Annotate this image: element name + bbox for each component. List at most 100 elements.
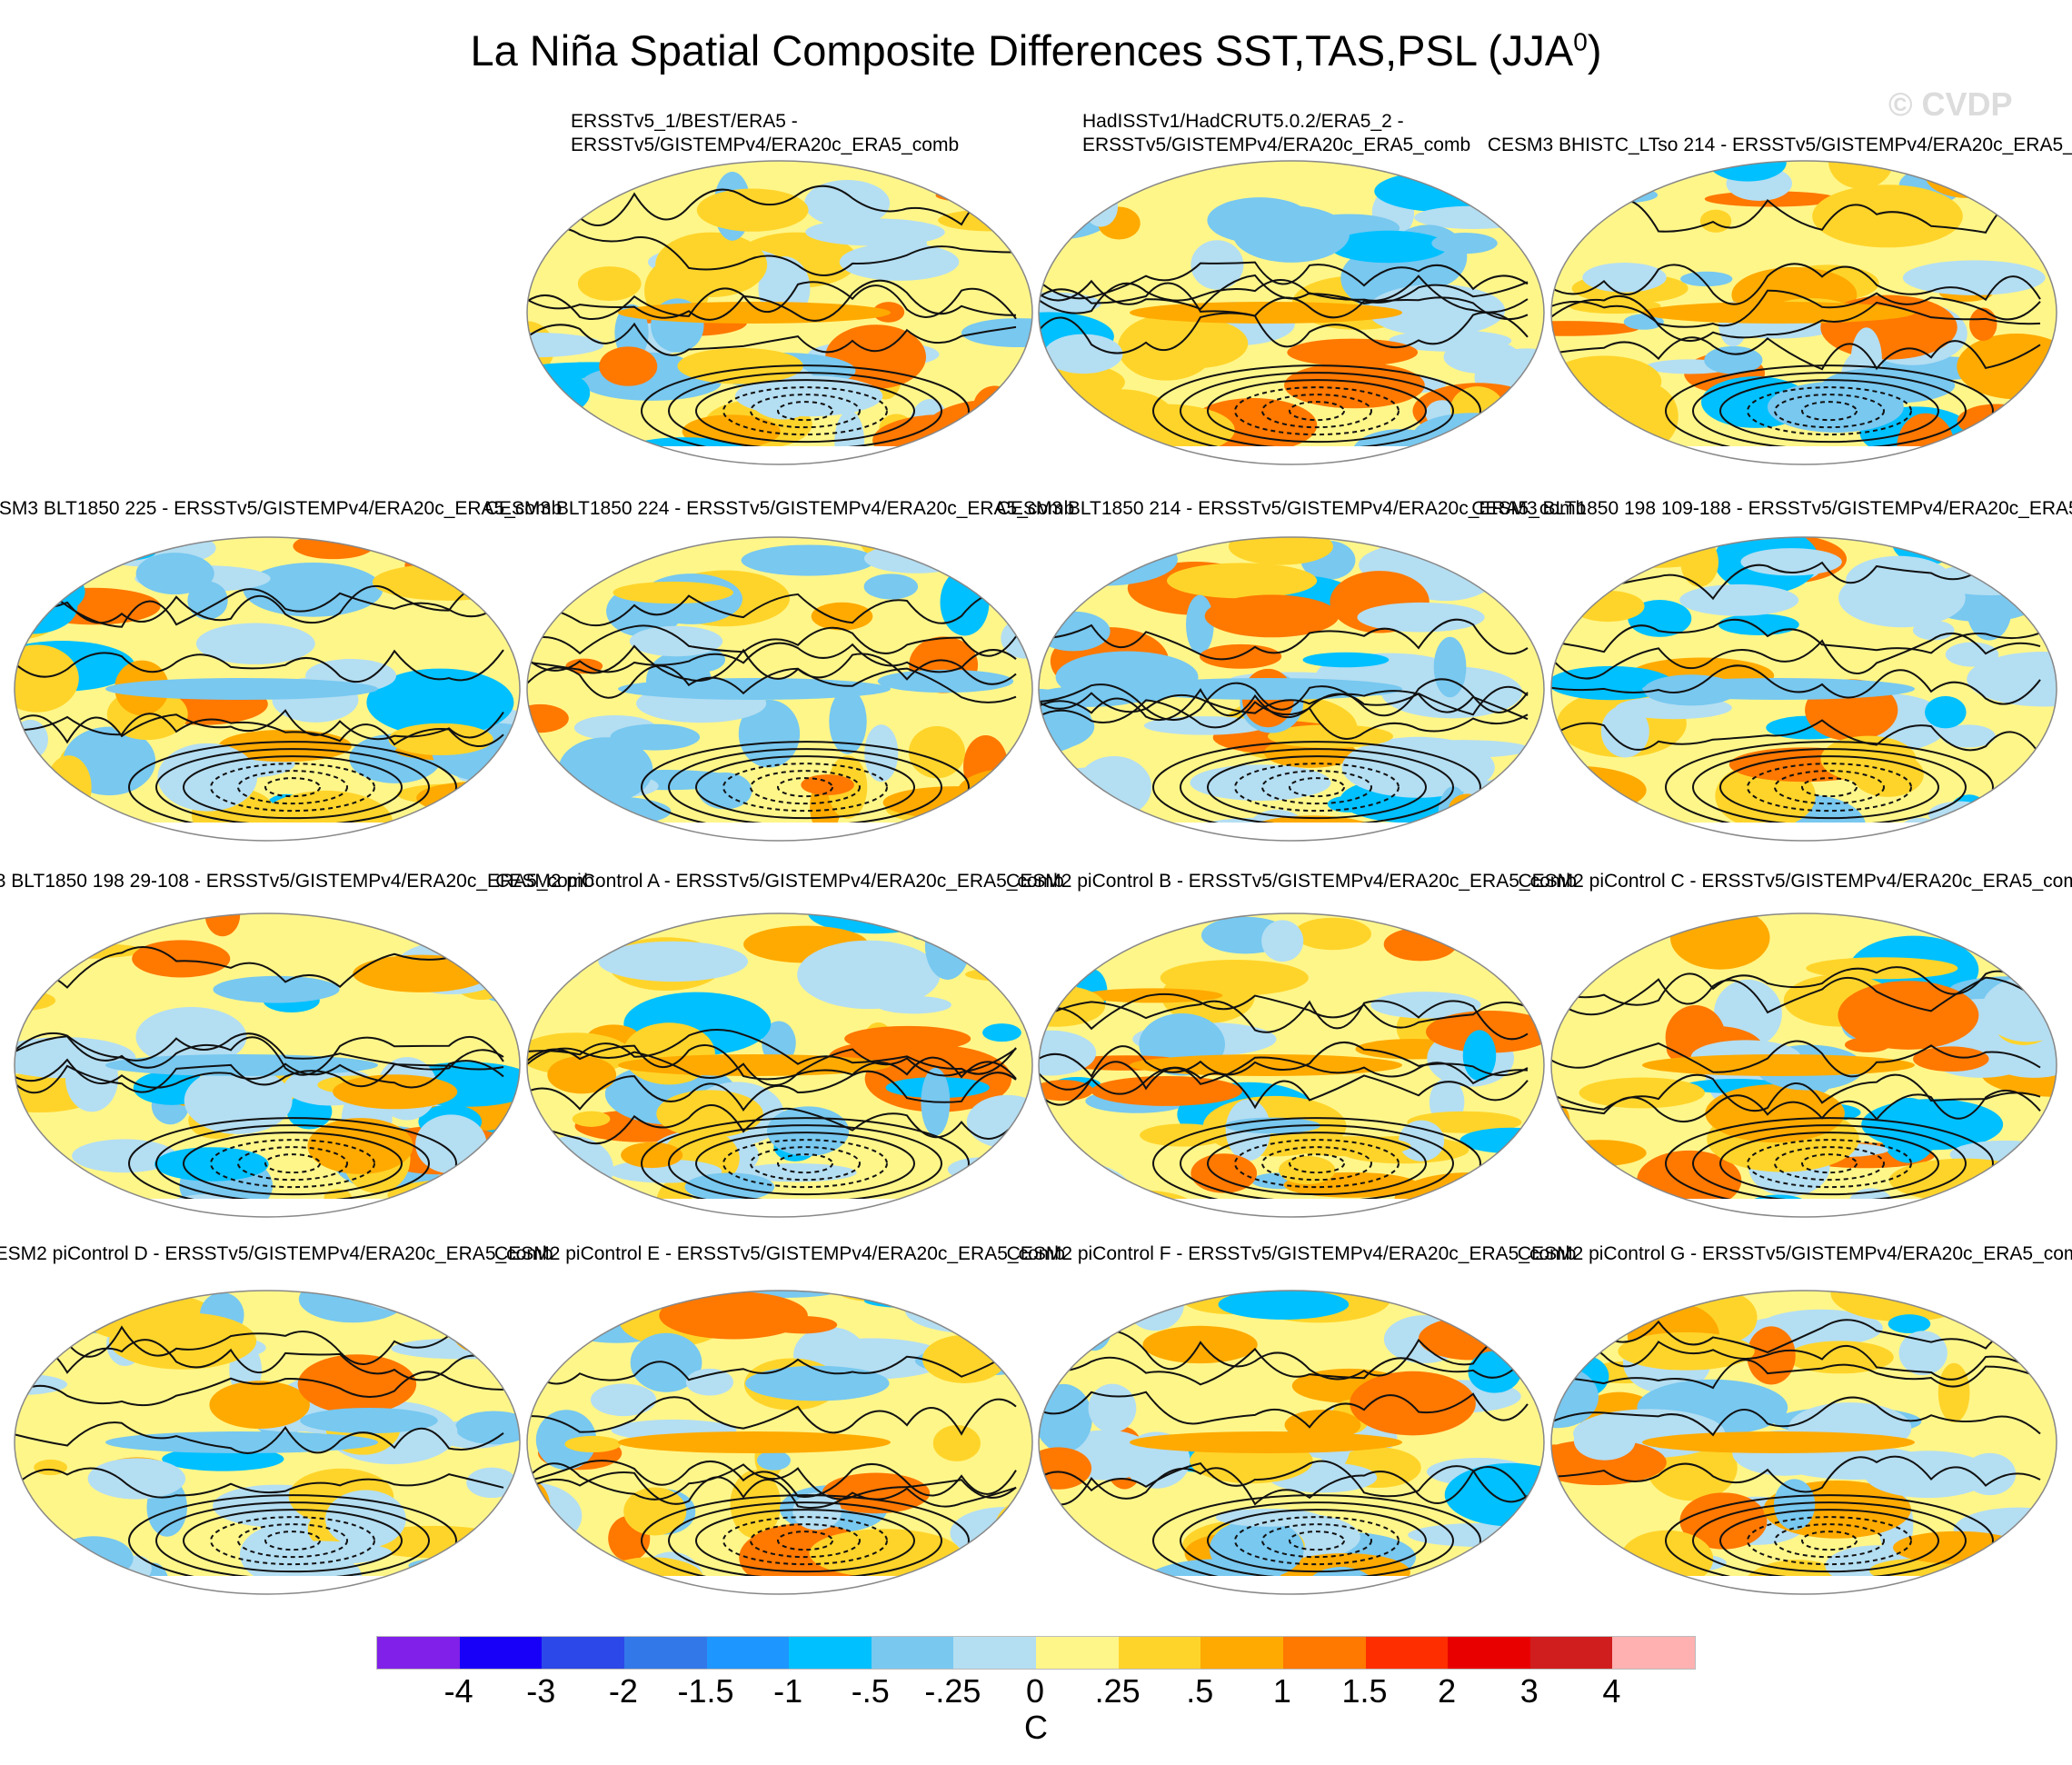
colorbar-box	[1529, 1637, 1613, 1669]
antarctica-mask	[1551, 1199, 2057, 1217]
map-border	[1038, 160, 1545, 465]
colorbar-tick-label: 1	[1272, 1672, 1291, 1710]
map-border	[1550, 160, 2057, 465]
anomaly-region	[87, 1458, 186, 1500]
anomaly-region	[462, 1555, 520, 1594]
anomaly-region	[1285, 1136, 1411, 1157]
psl-contour	[527, 1029, 1017, 1075]
anomaly-region	[1076, 755, 1152, 819]
anomaly-region	[1431, 233, 1498, 254]
anomaly-region	[943, 1307, 986, 1324]
anomaly-region	[2027, 543, 2057, 582]
map-border	[14, 912, 521, 1218]
anomaly-region	[388, 723, 493, 755]
anomaly-region	[896, 537, 938, 558]
equatorial-anomaly	[1642, 302, 1915, 324]
equatorial-anomaly	[1642, 678, 1915, 700]
colorbar-box	[1365, 1637, 1449, 1669]
anomaly-region	[1767, 381, 1904, 433]
psl-contour	[1551, 294, 2041, 343]
anomaly-region	[1039, 1570, 1127, 1594]
psl-contour	[527, 664, 1017, 703]
psl-contour	[527, 1349, 1017, 1385]
psl-contour	[1801, 401, 1858, 422]
anomaly-region	[1147, 318, 1249, 368]
anomaly-region	[1551, 166, 1642, 188]
map-panel	[526, 536, 1033, 842]
anomaly-region	[1088, 1383, 1137, 1433]
anomaly-region	[2014, 801, 2046, 841]
psl-contour	[1207, 1509, 1427, 1573]
map-border	[1038, 536, 1545, 842]
anomaly-region	[1970, 1554, 2009, 1594]
anomaly-region	[527, 805, 593, 841]
anomaly-region	[1448, 793, 1487, 827]
colorbar-box	[789, 1637, 872, 1669]
psl-contour	[1551, 263, 2041, 305]
title-superscript: 0	[1573, 27, 1588, 56]
anomaly-region	[1898, 1331, 1947, 1376]
anomaly-region	[527, 1175, 593, 1193]
anomaly-region	[1073, 1582, 1162, 1594]
psl-contour	[1207, 379, 1427, 444]
anomaly-region	[477, 1514, 520, 1573]
equatorial-anomaly	[1130, 1054, 1402, 1076]
anomaly-region	[1680, 537, 1719, 587]
colorbar-tick-label: 3	[1519, 1672, 1539, 1710]
anomaly-region	[924, 913, 971, 980]
panel-title: CESM3 BLT1850 225 - ERSSTv5/GISTEMPv4/ER…	[0, 498, 563, 519]
antarctica-mask	[1551, 446, 2057, 464]
psl-contour	[1551, 664, 2041, 705]
anomaly-region	[1967, 802, 2050, 841]
anomaly-region	[1699, 209, 1732, 233]
anomaly-region	[535, 1410, 597, 1471]
anomaly-region	[244, 1541, 393, 1565]
anomaly-region	[1039, 439, 1070, 464]
anomaly-region	[1912, 620, 1955, 641]
psl-contour	[183, 1132, 403, 1196]
psl-contour	[183, 755, 403, 820]
anomaly-region	[908, 725, 965, 779]
panel-title: CESM2 piControl D - ERSSTv5/GISTEMPv4/ER…	[0, 1243, 553, 1264]
anomaly-region	[1806, 957, 1958, 980]
anomaly-region	[1551, 175, 1585, 193]
psl-contour	[1747, 1139, 1912, 1189]
psl-contour	[210, 1516, 375, 1566]
anomaly-region	[1218, 1291, 1350, 1320]
anomaly-region	[961, 318, 1032, 348]
anomaly-region	[1718, 613, 1799, 636]
anomaly-region	[135, 1006, 247, 1067]
anomaly-region	[829, 689, 867, 754]
colorbar-tick-label: .25	[1094, 1672, 1141, 1710]
anomaly-region	[1330, 230, 1448, 264]
anomaly-region	[540, 795, 672, 827]
anomaly-region	[1573, 1420, 1636, 1461]
anomaly-region	[407, 913, 520, 928]
psl-contour	[237, 1146, 348, 1182]
map-border	[14, 1290, 521, 1595]
anomaly-region	[454, 1411, 520, 1445]
colorbar-unit: C	[1024, 1709, 1048, 1746]
psl-contour	[1747, 763, 1912, 813]
psl-contour	[1774, 1146, 1885, 1182]
map-panel	[14, 1290, 521, 1595]
panel-title: CESM2 piControl F - ERSSTv5/GISTEMPv4/ER…	[1006, 1243, 1577, 1264]
psl-contour	[527, 322, 1017, 356]
colorbar-tick-label: -.5	[851, 1672, 890, 1710]
equatorial-anomaly	[618, 302, 891, 324]
anomaly-region	[1579, 186, 1659, 204]
panel-title: CESM2 piControl E - ERSSTv5/GISTEMPv4/ER…	[494, 1243, 1065, 1264]
psl-contour	[15, 584, 504, 624]
anomaly-region	[1039, 161, 1131, 191]
antarctica-mask	[15, 1576, 520, 1594]
psl-contour	[15, 649, 504, 683]
anomaly-region	[15, 719, 48, 760]
anomaly-region	[333, 1074, 458, 1110]
psl-contour	[1289, 1153, 1345, 1174]
anomaly-region	[15, 1037, 136, 1079]
anomaly-region	[1502, 443, 1538, 463]
anomaly-region	[1039, 611, 1111, 652]
anomaly-region	[1204, 594, 1340, 638]
psl-contour	[1551, 1040, 2041, 1078]
anomaly-region	[466, 1467, 517, 1499]
